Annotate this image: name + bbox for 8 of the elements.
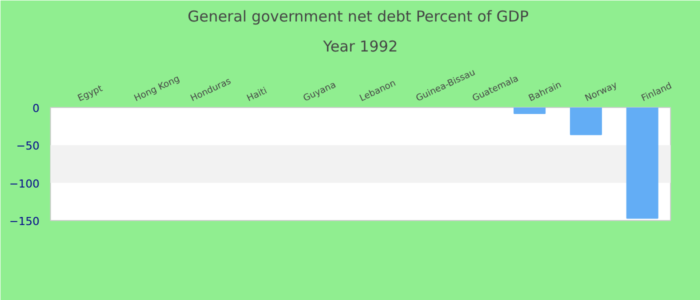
x-tick-label: Haiti xyxy=(246,86,269,104)
y-tick-label: −100 xyxy=(9,177,40,190)
chart-subtitle: Year 1992 xyxy=(322,38,398,56)
chart-title: General government net debt Percent of GDP xyxy=(188,8,529,26)
y-tick-label: −50 xyxy=(16,140,40,153)
y-tick-label: 0 xyxy=(32,102,40,115)
y-tick-label: −150 xyxy=(9,215,40,228)
x-tick-label: Hong Kong xyxy=(132,74,182,104)
